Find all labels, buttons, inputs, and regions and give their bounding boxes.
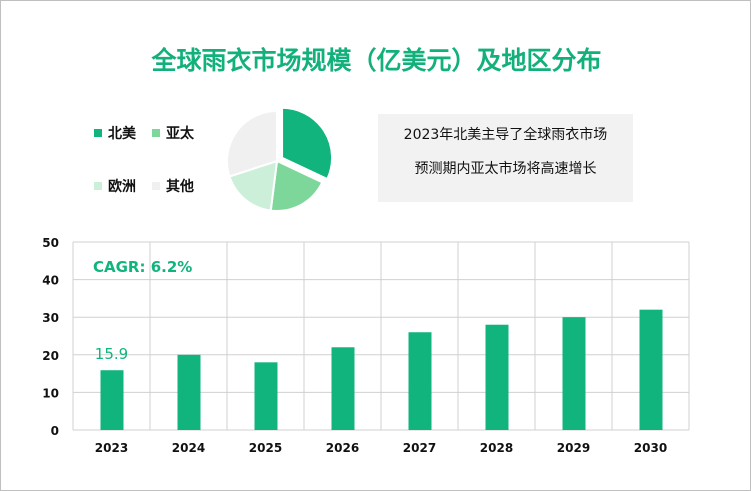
- y-tick-label: 20: [42, 349, 59, 363]
- legend-swatch: [152, 182, 160, 190]
- chart-title: 全球雨衣市场规模（亿美元）及地区分布: [151, 46, 602, 75]
- y-tick-label: 30: [42, 311, 59, 325]
- x-tick-label: 2027: [403, 441, 436, 455]
- bar-2024: [177, 354, 201, 430]
- pie-slice-3: [226, 109, 278, 178]
- bar-2028: [485, 324, 509, 430]
- x-tick-label: 2026: [326, 441, 359, 455]
- x-tick-label: 2030: [634, 441, 667, 455]
- legend-label: 亚太: [166, 126, 194, 142]
- legend-item-asia-pacific: 亚太: [152, 123, 194, 143]
- cagr-annotation: CAGR: 6.2%: [93, 258, 192, 276]
- bar-2027: [408, 332, 432, 430]
- x-tick-label: 2029: [557, 441, 590, 455]
- y-tick-label: 10: [42, 386, 59, 400]
- pie-slice-0: [281, 106, 334, 181]
- x-tick-label: 2024: [172, 441, 205, 455]
- bar-2023: [100, 370, 124, 430]
- legend-label: 欧洲: [108, 179, 136, 195]
- legend-swatch: [94, 129, 102, 137]
- legend-item-other: 其他: [152, 176, 194, 196]
- legend-label: 北美: [108, 126, 136, 142]
- x-tick-label: 2025: [249, 441, 282, 455]
- legend-item-europe: 欧洲: [94, 176, 136, 196]
- pie-slice-1: [269, 159, 324, 212]
- legend-swatch: [152, 129, 160, 137]
- data-label: 15.9: [95, 345, 128, 363]
- y-tick-label: 0: [51, 424, 59, 438]
- legend-item-north-america: 北美: [94, 123, 136, 143]
- x-tick-label: 2023: [95, 441, 128, 455]
- note-line-1: 2023年北美主导了全球雨衣市场: [403, 127, 608, 143]
- legend-label: 其他: [166, 179, 194, 195]
- y-tick-label: 40: [42, 274, 59, 288]
- y-tick-label: 50: [42, 236, 59, 250]
- bar-2029: [562, 317, 586, 430]
- bar-2026: [331, 347, 355, 430]
- bar-2025: [254, 362, 278, 430]
- legend-swatch: [94, 182, 102, 190]
- x-tick-label: 2028: [480, 441, 513, 455]
- bar-2030: [639, 309, 663, 430]
- note-box: 2023年北美主导了全球雨衣市场 预测期内亚太市场将高速增长: [378, 114, 633, 202]
- note-line-2: 预测期内亚太市场将高速增长: [414, 161, 597, 177]
